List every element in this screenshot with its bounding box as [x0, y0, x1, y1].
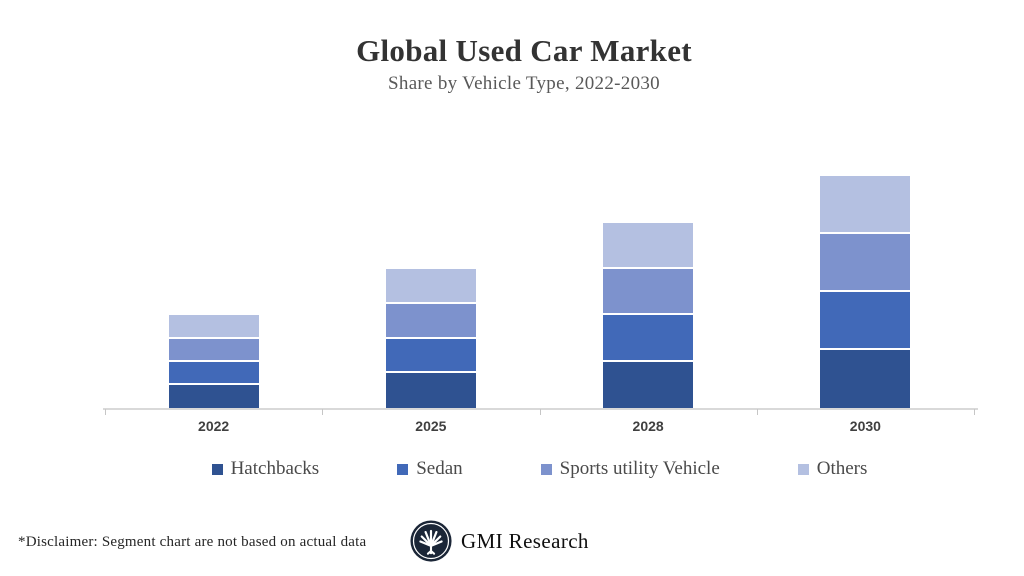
bar-segment-hatchbacks-2025 — [385, 373, 476, 408]
bar-column-2025 — [322, 269, 539, 408]
bar-2025 — [385, 269, 476, 408]
bar-segment-hatchbacks-2028 — [603, 361, 694, 408]
bar-segment-others-2030 — [820, 176, 911, 235]
bar-segment-sedan-2028 — [603, 315, 694, 362]
x-axis-tick — [539, 409, 541, 415]
brand: GMI Research — [410, 520, 589, 562]
chart-subtitle: Share by Vehicle Type, 2022-2030 — [388, 73, 660, 94]
bar-segment-sedan-2030 — [820, 292, 911, 351]
chart-header: Global Used Car Market Share by Vehicle … — [12, 33, 1024, 95]
x-axis-labels: 2022 2025 2028 2030 — [105, 418, 974, 434]
bar-segment-sports-utility-vehicle-2022 — [168, 338, 259, 362]
bar-segment-sedan-2022 — [168, 361, 259, 385]
bar-segment-hatchbacks-2022 — [168, 384, 259, 408]
legend-item-sedan: Sedan — [397, 458, 463, 480]
x-axis-label-2028: 2028 — [632, 418, 664, 434]
x-axis-tick — [105, 409, 106, 415]
x-axis-tick — [322, 409, 324, 415]
legend-item-hatchbacks: Hatchbacks — [211, 458, 320, 480]
x-axis-line — [103, 408, 978, 410]
bar-plot — [105, 130, 974, 408]
x-axis-ticks — [105, 409, 975, 415]
legend-swatch-sports-utility-vehicle — [540, 463, 552, 475]
bar-column-2028 — [540, 222, 757, 408]
bar-segment-sports-utility-vehicle-2025 — [385, 303, 476, 339]
bar-segment-hatchbacks-2030 — [820, 350, 911, 408]
bar-segment-sports-utility-vehicle-2030 — [820, 234, 911, 293]
x-axis-label-2022: 2022 — [198, 418, 230, 434]
legend-item-others: Others — [797, 458, 868, 480]
x-axis-tick — [974, 409, 975, 415]
brand-name: GMI Research — [461, 528, 589, 553]
x-axis-label-2025: 2025 — [415, 418, 447, 434]
legend-label-others: Others — [816, 458, 868, 479]
bar-segment-sedan-2025 — [385, 338, 476, 374]
bar-column-2022 — [105, 315, 322, 408]
bar-segment-others-2025 — [385, 269, 476, 304]
x-axis-tick — [756, 409, 758, 415]
bar-segment-others-2022 — [168, 315, 259, 339]
legend-swatch-sedan — [397, 463, 409, 475]
bar-segment-sports-utility-vehicle-2028 — [603, 269, 694, 316]
chart-title: Global Used Car Market — [356, 33, 692, 68]
bar-segment-others-2028 — [603, 222, 694, 270]
legend-label-sedan: Sedan — [416, 458, 463, 479]
bar-2028 — [603, 222, 694, 408]
legend-item-sports-utility-vehicle: Sports utility Vehicle — [540, 458, 720, 480]
legend-swatch-hatchbacks — [211, 463, 223, 475]
legend-label-hatchbacks: Hatchbacks — [230, 458, 320, 479]
legend-label-sports-utility-vehicle: Sports utility Vehicle — [559, 458, 720, 479]
bar-2022 — [168, 315, 259, 408]
bar-2030 — [820, 176, 911, 408]
x-axis-label-2030: 2030 — [849, 418, 881, 434]
bar-column-2030 — [757, 176, 974, 408]
gmi-logo-icon — [410, 520, 452, 562]
chart-legend: Hatchbacks Sedan Sports utility Vehicle Oth… — [105, 456, 974, 482]
legend-swatch-others — [797, 463, 809, 475]
disclaimer-text: *Disclaimer: Segment chart are not based… — [18, 534, 367, 550]
